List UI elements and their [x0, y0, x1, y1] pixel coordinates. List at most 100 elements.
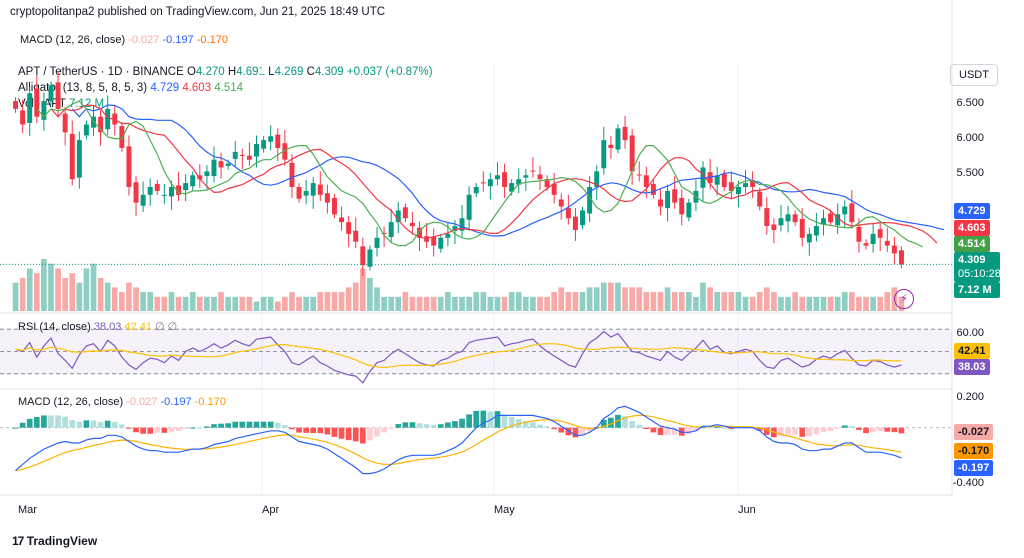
- volume-bar: [593, 287, 600, 311]
- volume-bar: [90, 263, 97, 311]
- macd-hist-bar: [352, 427, 359, 442]
- macd-hist-bar: [239, 421, 246, 428]
- high-label: H: [227, 66, 237, 78]
- volume-bar: [69, 273, 76, 311]
- macd-hist-bar: [494, 411, 501, 428]
- candle-body: [601, 140, 607, 169]
- volume-bar: [742, 296, 749, 311]
- macd-hist-bar: [168, 427, 175, 432]
- macd-hist-bar: [714, 426, 721, 428]
- macd-hist-bar: [19, 422, 26, 428]
- candle-body: [452, 226, 458, 231]
- volume-bar: [41, 259, 47, 311]
- price-tick-6000: 6.000: [956, 132, 984, 144]
- candle-body: [672, 189, 678, 203]
- candle-body: [658, 199, 663, 207]
- macd-signal-line: [15, 414, 902, 472]
- volume-bar: [246, 296, 253, 311]
- macd-hist-bar: [260, 421, 267, 428]
- volume-bar: [310, 296, 317, 311]
- macd-hist-value: -0.027: [126, 396, 158, 408]
- volume-bar: [182, 296, 189, 311]
- low-label: L: [268, 66, 275, 78]
- volume-bar: [579, 292, 586, 311]
- candle-body: [714, 175, 720, 185]
- candle-body: [821, 218, 826, 225]
- candle-body: [317, 184, 323, 195]
- volume-bar: [530, 296, 536, 311]
- candle-body: [891, 245, 897, 254]
- rsi-ma-value: 42.41: [124, 321, 152, 333]
- volume-bar: [806, 296, 813, 311]
- volume-bar: [856, 296, 862, 311]
- macd-hist-bar: [671, 427, 678, 435]
- macd-hist-bar: [537, 424, 543, 428]
- tradingview-logo[interactable]: 17 TradingView: [12, 534, 97, 548]
- macd-hist-bar: [820, 427, 827, 432]
- volume-bar: [480, 292, 487, 311]
- symbol-legend: APT / TetherUS · 1D · BINANCE O4.270 H4.…: [18, 66, 433, 78]
- candle-body: [133, 182, 139, 203]
- currency-button[interactable]: USDT: [950, 64, 998, 86]
- volume-bar: [317, 292, 324, 311]
- candle-body: [565, 208, 571, 219]
- candle-body: [898, 250, 904, 265]
- candle-body: [757, 191, 763, 207]
- candle-body: [197, 175, 203, 180]
- low-value: 4.269: [274, 66, 304, 78]
- x-label-jun: Jun: [738, 504, 756, 516]
- candle-body: [395, 210, 401, 223]
- candle-body: [530, 170, 536, 172]
- macd-hist-bar: [395, 424, 402, 428]
- alligator-teeth-line: [50, 104, 938, 244]
- macd-macd-badge: -0.197: [954, 460, 994, 476]
- rsi-line: [15, 330, 902, 384]
- volume-bar: [430, 296, 437, 311]
- volume-bar: [785, 296, 791, 311]
- macd-hist-bar: [551, 427, 558, 430]
- candle-body: [650, 183, 656, 195]
- macd-hist-bar: [544, 426, 550, 428]
- candle-body: [622, 126, 628, 141]
- macd-hist-bar: [33, 416, 40, 428]
- price-tick-5500: 5.500: [956, 167, 984, 179]
- candle-body: [268, 136, 274, 142]
- macd-hist-bar: [530, 422, 536, 428]
- macd-hist-bar: [792, 427, 798, 435]
- volume-bar: [615, 282, 621, 311]
- macd-hist-bar: [97, 422, 104, 428]
- volume-bar: [870, 296, 876, 311]
- candle-body: [643, 175, 649, 187]
- macd-hist-bar: [558, 427, 565, 433]
- candle-body: [367, 249, 373, 267]
- volume-bar: [763, 287, 770, 311]
- price-tick-6500: 6.500: [956, 97, 984, 109]
- macd-hist-bar: [196, 427, 203, 429]
- volume-bar: [260, 296, 267, 311]
- volume-bar: [282, 296, 288, 311]
- flash-icon[interactable]: ⚡: [894, 289, 914, 309]
- rsi-label[interactable]: RSI (14, close): [18, 321, 91, 333]
- volume-bar: [189, 292, 196, 311]
- macd-hist-bar: [90, 420, 97, 428]
- candle-body: [509, 183, 515, 192]
- candle-body: [438, 237, 444, 249]
- volume-bar: [707, 287, 713, 311]
- macd-hist-bar: [119, 424, 125, 428]
- macd-tick-0200: 0.200: [956, 391, 984, 403]
- volume-bar: [48, 263, 54, 311]
- macd-hist-bar: [650, 427, 657, 433]
- rsi-pane: [0, 328, 952, 384]
- candle-body: [353, 230, 359, 242]
- candle-body: [381, 233, 387, 235]
- macd-hist-bar: [218, 423, 224, 428]
- tv-logo-icon: 17: [12, 534, 24, 548]
- macd-hist-bar: [579, 427, 586, 436]
- brand-name: TradingView: [26, 534, 98, 548]
- macd-label[interactable]: MACD (12, 26, close): [18, 396, 124, 408]
- symbol-name[interactable]: APT / TetherUS · 1D · BINANCE: [18, 66, 184, 78]
- volume-bar: [643, 292, 650, 311]
- volume-bar: [728, 292, 735, 311]
- candle-body: [445, 233, 451, 238]
